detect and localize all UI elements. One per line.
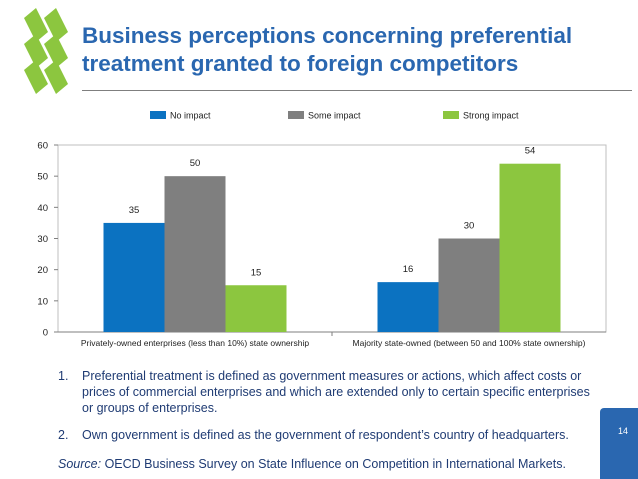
legend-label: No impact — [170, 111, 211, 121]
bar — [377, 282, 439, 332]
data-label: 50 — [190, 158, 201, 169]
data-label: 15 — [251, 267, 262, 278]
data-label: 35 — [129, 205, 140, 216]
title-divider — [82, 90, 632, 91]
source-label: Source: — [58, 457, 102, 471]
legend-swatch — [443, 111, 459, 119]
page-number: 14 — [617, 426, 628, 436]
y-tick-label: 20 — [37, 265, 48, 276]
y-tick-label: 60 — [37, 141, 48, 152]
page-title: Business perceptions concerning preferen… — [82, 23, 573, 76]
y-tick-label: 40 — [37, 203, 48, 214]
y-tick-label: 30 — [37, 234, 48, 245]
footnote-number: 1. — [58, 369, 69, 383]
footnote-2: 2. Own government is defined as the gove… — [58, 427, 598, 443]
y-tick-label: 10 — [37, 296, 48, 307]
legend-label: Some impact — [308, 111, 361, 121]
footnotes: 1. Preferential treatment is defined as … — [58, 368, 598, 454]
footnote-number: 2. — [58, 428, 69, 442]
data-label: 54 — [525, 146, 536, 157]
bar — [225, 285, 287, 332]
bar — [438, 238, 500, 332]
bar — [499, 163, 561, 332]
legend-swatch — [288, 111, 304, 119]
y-tick-label: 50 — [37, 172, 48, 183]
legend-label: Strong impact — [463, 111, 519, 121]
data-label: 16 — [403, 264, 414, 275]
legend-swatch — [150, 111, 166, 119]
x-tick-label: Privately-owned enterprises (less than 1… — [81, 338, 309, 348]
page-tab — [600, 408, 638, 479]
source-line: Source: OECD Business Survey on State In… — [58, 457, 566, 471]
source-text: OECD Business Survey on State Influence … — [101, 457, 566, 471]
bar — [103, 222, 165, 332]
oecd-logo — [24, 8, 68, 94]
footnote-1: 1. Preferential treatment is defined as … — [58, 368, 598, 416]
footnote-text: Own government is defined as the governm… — [82, 428, 569, 442]
data-label: 30 — [464, 221, 475, 232]
x-tick-label: Majority state-owned (between 50 and 100… — [353, 338, 586, 348]
footnote-text: Preferential treatment is defined as gov… — [82, 369, 590, 415]
y-tick-label: 0 — [43, 328, 48, 339]
bar — [164, 176, 226, 332]
